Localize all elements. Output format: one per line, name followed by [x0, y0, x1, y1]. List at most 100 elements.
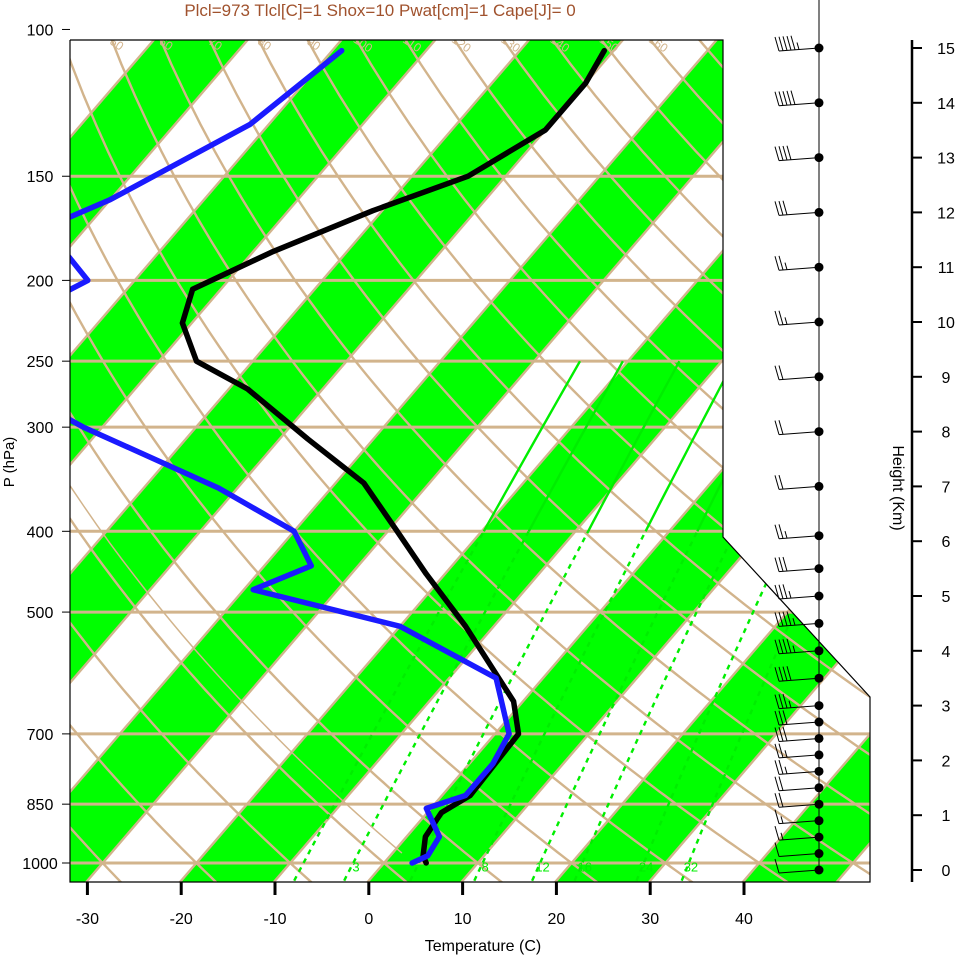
isotherm-band — [70, 40, 327, 882]
wind-barb-feather — [778, 639, 784, 654]
height-tick-label: 6 — [942, 534, 951, 551]
wind-barb-staff — [778, 376, 820, 381]
wind-barb-feather — [778, 710, 784, 725]
wind-barb-staff — [778, 787, 820, 792]
wind-barb-feather — [774, 310, 780, 326]
wind-barb-staff — [778, 705, 820, 710]
wind-barb-half-feather — [780, 832, 784, 840]
wind-barb-staff — [778, 102, 820, 107]
pressure-tick-label: 700 — [27, 727, 54, 744]
isotherm-line — [70, 40, 609, 882]
height-tick-label: 4 — [942, 644, 951, 661]
wind-barb-staff — [778, 770, 820, 775]
wind-level-marker — [814, 481, 824, 491]
wind-barb-feather — [774, 584, 780, 600]
wind-barb-feather — [774, 776, 780, 791]
wind-barb-feather — [786, 145, 792, 160]
wind-barb-feather — [778, 524, 784, 539]
wind-barb-feather — [778, 727, 784, 742]
wind-barb-feather — [774, 667, 780, 682]
wind-barb-staff — [778, 431, 820, 436]
wind-barb-feather — [782, 726, 788, 742]
wind-level-marker — [814, 43, 824, 53]
wind-barb-feather — [778, 200, 784, 216]
wind-barb-feather — [782, 36, 788, 51]
wind-barb-feather — [790, 35, 796, 50]
wind-barb-feather — [782, 693, 788, 709]
wind-barb-staff — [778, 853, 820, 858]
wind-level-marker — [814, 317, 824, 327]
dry-adiabat — [70, 40, 426, 882]
wind-barb-staff — [778, 622, 820, 627]
height-tick-label: 2 — [942, 753, 951, 770]
wind-barb-feather — [786, 666, 792, 681]
mixing-ratio-line — [473, 530, 647, 882]
wind-barb-feather — [782, 145, 788, 161]
wind-barb-feather — [778, 743, 784, 758]
pressure-tick-label: 100 — [27, 22, 54, 39]
wind-barb-staff — [778, 211, 820, 216]
height-tick-label: 15 — [937, 41, 955, 58]
height-tick-label: 7 — [942, 479, 951, 496]
dewpoint-profile-line — [70, 47, 512, 866]
height-tick-label: 11 — [938, 260, 955, 277]
wind-barb-half-feather — [784, 262, 788, 270]
mixing-ratio-line — [789, 360, 870, 532]
wind-barb-feather — [782, 639, 788, 654]
wind-level-marker — [814, 372, 824, 382]
temperature-tick-label: 20 — [548, 911, 566, 928]
wind-barb-feather — [774, 91, 780, 106]
wind-barb-feather — [774, 365, 780, 380]
mixing-ratio-line — [482, 360, 582, 532]
wind-barb-feather — [778, 759, 784, 775]
height-tick-label: 0 — [942, 863, 951, 880]
height-tick-label: 16 — [937, 0, 955, 3]
wind-barb-staff — [778, 568, 820, 573]
wind-barb-feather — [782, 584, 788, 599]
chart-title-group: Plcl=973 Tlcl[C]=1 Shox=10 Pwat[cm]=1 Ca… — [184, 1, 575, 20]
height-tick-label: 8 — [942, 425, 951, 442]
mixing-ratio-label: 16 — [577, 860, 591, 875]
pressure-tick-label: 400 — [27, 524, 54, 541]
isotherm-line — [70, 40, 234, 882]
isotherm-band — [70, 40, 514, 882]
parcel-path — [70, 183, 403, 854]
height-tick-label: 3 — [942, 699, 951, 716]
wind-level-marker — [814, 98, 824, 108]
temperature-tick-label: -30 — [76, 911, 99, 928]
wind-barb-staff — [778, 737, 820, 742]
wind-barb-feather — [778, 310, 784, 325]
wind-barb-feather — [778, 792, 784, 808]
wind-barb-feather — [786, 90, 792, 106]
wind-barb-feather — [774, 420, 780, 435]
wind-barb-staff — [778, 157, 820, 162]
height-axis: Height (Km) 012345678910111213141516 — [889, 0, 955, 882]
wind-barb-feather — [774, 146, 780, 161]
wind-barb-feather — [782, 666, 788, 681]
wind-barb-feather — [774, 36, 780, 52]
height-tick-label: 14 — [937, 96, 955, 113]
wind-barb-feather — [778, 694, 784, 709]
mixing-ratio-label: 12 — [535, 860, 549, 875]
wind-barb-feather — [778, 584, 784, 599]
wind-level-marker — [814, 531, 824, 541]
wind-barb-half-feather — [784, 766, 788, 774]
wind-barb-feather — [782, 200, 788, 215]
wind-barb-column — [774, 0, 824, 875]
dry-adiabat — [70, 40, 234, 882]
pressure-tick-label: 500 — [27, 605, 54, 622]
wind-level-marker — [814, 262, 824, 272]
wind-barb-feather — [774, 557, 780, 572]
temperature-axis: Temperature (C) -30 -20 -10 0 10 20 30 40 — [70, 881, 870, 955]
wind-barb-feather — [778, 666, 784, 682]
temperature-tick-label: 30 — [641, 911, 659, 928]
wind-barb-feather — [774, 612, 780, 627]
temperature-axis-label: Temperature (C) — [425, 938, 541, 955]
wind-barb-staff — [778, 266, 820, 271]
sounding-profiles — [70, 47, 608, 866]
height-tick-label: 12 — [937, 205, 955, 222]
wind-barb-feather — [782, 710, 788, 725]
isotherm-line — [728, 40, 870, 882]
wind-barb-feather — [782, 91, 788, 106]
wind-level-marker — [814, 799, 824, 809]
